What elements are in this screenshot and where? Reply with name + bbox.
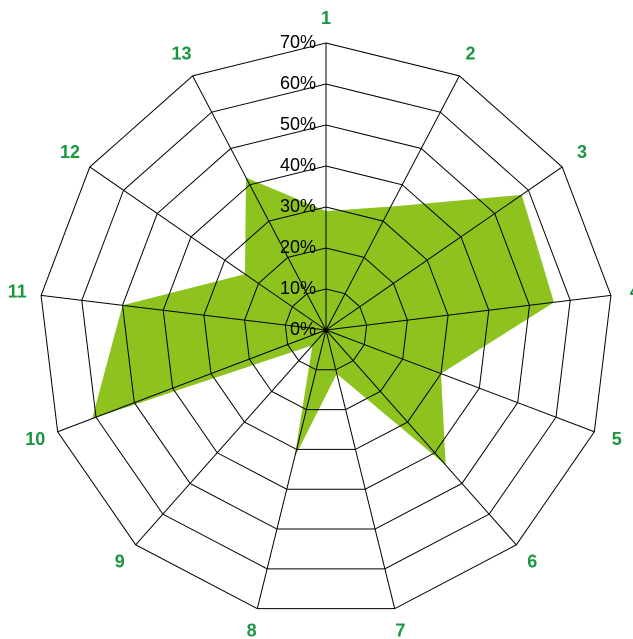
y-tick-label: 50% (280, 114, 316, 134)
y-tick-label: 40% (280, 155, 316, 175)
y-tick-label: 60% (280, 73, 316, 93)
grid-ring (40, 42, 612, 610)
grid-ring (203, 206, 449, 450)
y-tick-label: 70% (280, 32, 316, 52)
category-label: 13 (171, 43, 191, 63)
category-label: 1 (321, 8, 331, 28)
axis-spoke (89, 166, 327, 331)
category-label: 4 (630, 281, 633, 301)
category-label: 12 (60, 142, 80, 162)
axis-spoke (192, 75, 327, 331)
category-label: 8 (247, 621, 257, 639)
category-label: 3 (577, 142, 587, 162)
grid-ring (244, 247, 408, 411)
grid-ring (81, 83, 571, 570)
y-tick-label: 20% (280, 237, 316, 257)
axis-spoke (325, 294, 611, 331)
category-label: 10 (25, 429, 45, 449)
category-label: 2 (466, 43, 476, 63)
category-label: 11 (8, 281, 27, 301)
axis-spoke (325, 75, 460, 331)
axis-spoke (325, 329, 595, 433)
grid-ring (162, 165, 490, 490)
axis-spoke (325, 329, 396, 609)
grid-ring (284, 288, 368, 371)
axis-spoke (256, 329, 327, 609)
radar-area (92, 177, 554, 466)
y-tick-label: 10% (280, 278, 316, 298)
axis-spoke (57, 329, 327, 433)
category-label: 9 (115, 552, 125, 572)
y-tick-label: 30% (280, 196, 316, 216)
axis-spoke (41, 294, 327, 331)
category-label: 7 (395, 621, 405, 639)
axis-spoke (325, 166, 563, 331)
y-tick-label: 0% (290, 319, 316, 339)
category-label: 5 (612, 429, 622, 449)
axis-spoke (135, 329, 327, 546)
grid-ring (121, 124, 531, 530)
category-label: 6 (527, 552, 537, 572)
axis-spoke (325, 329, 517, 546)
